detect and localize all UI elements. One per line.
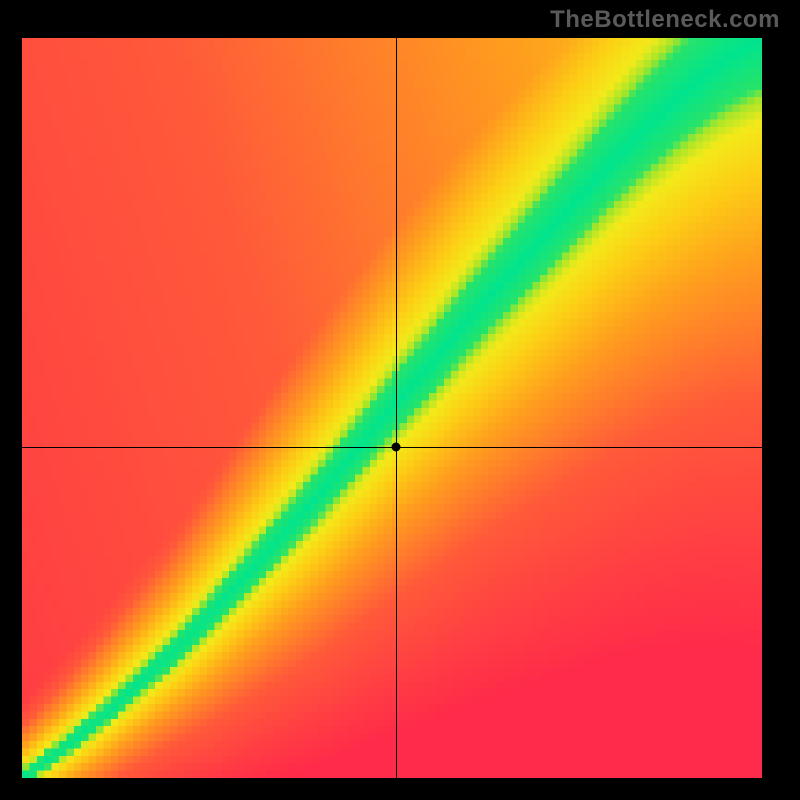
heatmap-canvas [22,38,762,778]
watermark-text: TheBottleneck.com [550,6,780,34]
crosshair-vertical [396,38,397,778]
crosshair-marker-dot [392,443,401,452]
chart-container: TheBottleneck.com [0,0,800,800]
